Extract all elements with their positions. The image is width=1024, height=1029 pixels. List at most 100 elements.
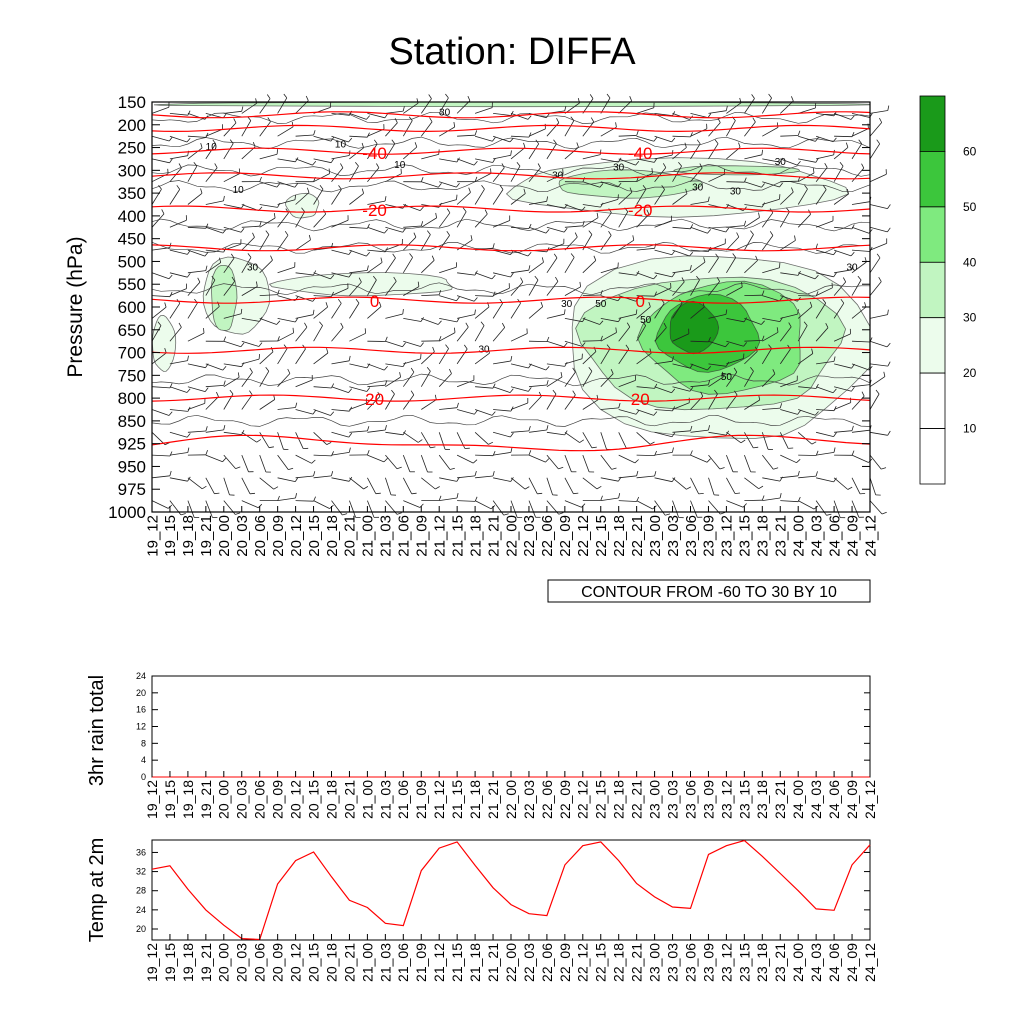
rain-time-tick-label: 23_15 (736, 780, 752, 819)
temperature-contour-label: -20 (628, 201, 653, 220)
temp2m-time-tick-label: 20_18 (323, 943, 339, 982)
temperature-contour-label: -20 (362, 201, 387, 220)
wind-barb (170, 303, 180, 318)
wind-barb-flag (331, 471, 332, 476)
wind-barb-flag (410, 253, 413, 257)
wind-barb-flag (559, 513, 564, 515)
wind-barb (332, 478, 350, 482)
wind-barb (349, 333, 365, 341)
wind-barb-flag (312, 460, 316, 463)
wind-barb-flag (224, 381, 226, 386)
wind-barb-flag (488, 442, 493, 444)
temp2m-y-tick-label: 24 (136, 905, 146, 915)
wind-barb (870, 227, 887, 232)
upper-time-tick-label: 22_06 (539, 515, 556, 557)
wind-barb (493, 501, 504, 515)
temperature-contour-label: 0 (635, 292, 644, 311)
wind-barb-flag (851, 252, 854, 256)
wind-barb (601, 159, 619, 162)
wind-barb-flag (170, 471, 171, 476)
wind-barb-flag (438, 183, 441, 187)
wind-barb (278, 318, 296, 322)
wind-barb (744, 478, 758, 489)
temp2m-time-tick-label: 20_06 (252, 943, 268, 982)
wind-barb-flag (481, 322, 484, 326)
wind-barb (529, 455, 546, 462)
wind-barb (493, 478, 511, 482)
wind-barb (511, 431, 529, 432)
wind-barb (726, 182, 744, 183)
wind-barb-flag (525, 487, 529, 490)
wind-barb (332, 432, 349, 437)
wind-barb (332, 303, 342, 318)
wind-barb (421, 154, 438, 159)
upper-time-tick-label: 20_18 (324, 515, 341, 557)
rain-time-tick-label: 19_12 (144, 780, 160, 819)
wind-barb (367, 478, 375, 494)
wind-barb-flag (309, 235, 310, 240)
pressure-tick-label: 750 (118, 366, 146, 385)
wind-barb (619, 432, 627, 448)
wind-barb (511, 387, 528, 392)
wind-barb-flag (619, 493, 620, 498)
upper-time-tick-label: 24_12 (862, 515, 879, 557)
wind-barb-flag (367, 426, 369, 431)
wind-barb-flag (421, 221, 422, 226)
wind-barb-flag (215, 163, 218, 167)
wind-barb (242, 455, 249, 472)
wind-barb-flag (737, 233, 739, 238)
upper-time-tick-label: 23_21 (773, 515, 790, 557)
wind-barb (385, 478, 391, 495)
wind-barb (367, 385, 385, 387)
humidity-contour-label: 10 (233, 185, 245, 196)
wind-barb (206, 430, 224, 432)
wind-barb-flag (589, 231, 592, 235)
pressure-tick-label: 975 (118, 480, 146, 499)
wind-barb-flag (249, 391, 252, 395)
wind-barb-flag (296, 493, 297, 498)
wind-barb-flag (165, 303, 166, 308)
wind-barb-flag (691, 451, 693, 456)
rain-time-tick-label: 21_00 (359, 780, 375, 819)
wind-barb (457, 192, 470, 204)
wind-barb (511, 501, 517, 518)
wind-barb (278, 349, 288, 364)
rain-y-tick-label: 12 (136, 722, 146, 732)
wind-barb (457, 432, 465, 448)
wind-barb (457, 159, 474, 165)
colorbar-box (920, 151, 945, 206)
wind-barb-flag (834, 448, 835, 453)
wind-barb-flag (216, 392, 218, 397)
wind-barb (475, 476, 493, 478)
colorbar-label: 30 (963, 311, 977, 325)
wind-barb (762, 498, 780, 501)
wind-barb-flag (320, 185, 323, 189)
wind-barb-flag (307, 188, 309, 193)
wind-barb (296, 476, 314, 478)
wind-barb-flag (813, 168, 814, 173)
wind-barb (673, 478, 687, 490)
wind-barb-flag (169, 137, 172, 141)
upper-time-tick-label: 23_15 (737, 515, 754, 557)
wind-barb (439, 498, 457, 501)
temp2m-time-tick-label: 21_09 (413, 943, 429, 982)
wind-barb (816, 501, 826, 516)
wind-barb (188, 478, 202, 489)
wind-barb (403, 318, 421, 321)
wind-barb-flag (564, 228, 567, 232)
rain-time-tick-label: 23_09 (700, 780, 716, 819)
wind-barb (870, 478, 876, 495)
wind-barb-flag (454, 122, 455, 127)
wind-barb-flag (600, 150, 601, 155)
wind-barb-flag (583, 221, 584, 226)
temp2m-time-tick-label: 23_12 (718, 943, 734, 982)
wind-barb (332, 327, 344, 341)
temp2m-time-tick-label: 20_00 (216, 943, 232, 982)
wind-barb-flag (511, 356, 512, 361)
wind-barb (798, 476, 816, 478)
rain-time-tick-label: 20_12 (288, 780, 304, 819)
wind-barb (296, 380, 313, 387)
wind-barb-flag (607, 94, 610, 98)
wind-barb (852, 478, 860, 494)
